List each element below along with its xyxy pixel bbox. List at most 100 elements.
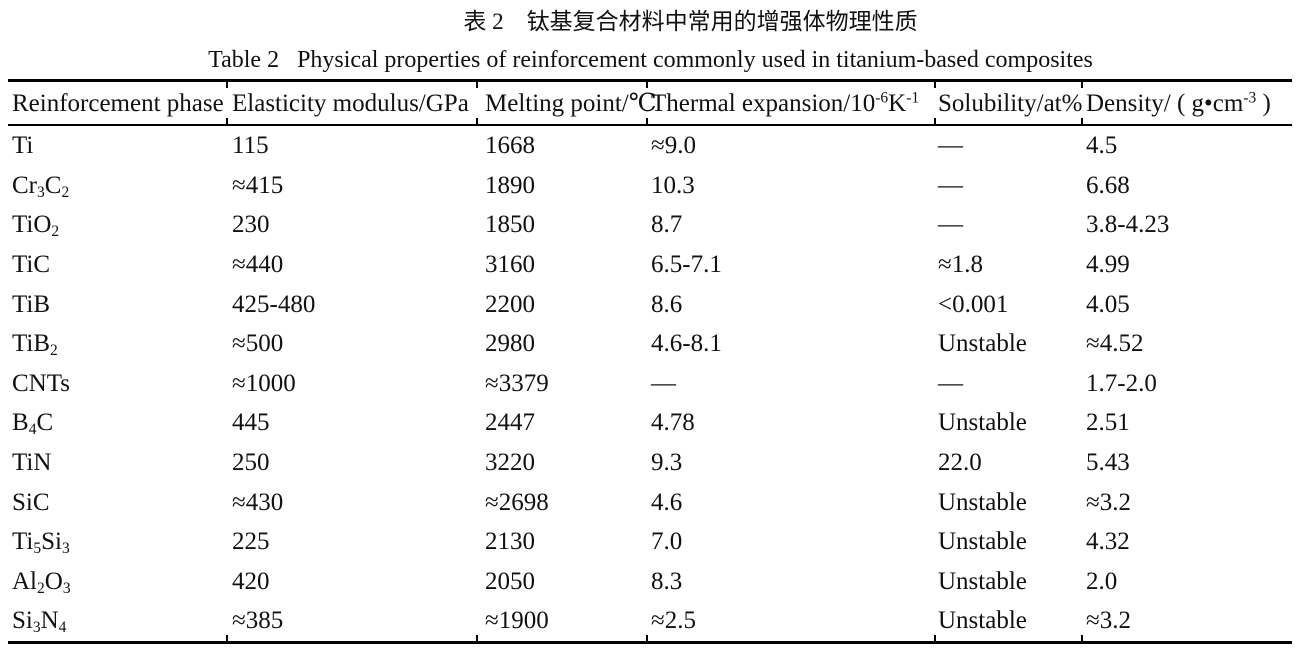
- cell-value: 3.8-4.23: [1086, 211, 1170, 239]
- cell-value: 4.5: [1086, 132, 1118, 160]
- cell-melting-point: ≈2698: [477, 482, 647, 522]
- cell-melting-point: 2200: [477, 284, 647, 324]
- table-row: B4C 445 2447 4.78 Unstable 2.51: [8, 403, 1292, 443]
- cell-elasticity-modulus: 115: [227, 126, 477, 166]
- col-header-melting-point: Melting point/℃: [477, 82, 657, 124]
- cell-value: ≈385: [232, 607, 284, 635]
- cell-phase: B4C: [8, 403, 227, 443]
- table-row: TiB2 ≈500 2980 4.6-8.1 Unstable ≈4.52: [8, 324, 1292, 364]
- cell-thermal-expansion: ≈9.0: [647, 126, 935, 166]
- table-row: SiC ≈430 ≈2698 4.6 Unstable ≈3.2: [8, 482, 1292, 522]
- cell-elasticity-modulus: ≈1000: [227, 364, 477, 404]
- cell-density: 1.7-2.0: [1082, 364, 1292, 404]
- cell-elasticity-modulus: ≈500: [227, 324, 477, 364]
- col-header-label: Thermal expansion/10-6K-1: [651, 88, 920, 117]
- cell-melting-point: 2130: [477, 522, 647, 562]
- cell-value: ≈430: [232, 488, 284, 516]
- cell-value: 4.32: [1086, 528, 1130, 556]
- cell-value: 6.5-7.1: [651, 251, 722, 279]
- cell-phase: TiC: [8, 245, 227, 285]
- cell-value: ≈2698: [485, 488, 549, 516]
- cell-thermal-expansion: 4.6: [647, 482, 935, 522]
- cell-thermal-expansion: 7.0: [647, 522, 935, 562]
- cell-value: 8.6: [651, 290, 683, 318]
- table-row: CNTs ≈1000 ≈3379 — — 1.7-2.0: [8, 364, 1292, 404]
- col-header-solubility: Solubility/at%: [935, 82, 1082, 124]
- cell-value: ≈3.2: [1086, 488, 1131, 516]
- cell-elasticity-modulus: 445: [227, 403, 477, 443]
- cell-phase: Ti5Si3: [8, 522, 227, 562]
- cell-solubility: —: [935, 166, 1082, 206]
- cell-phase: Si3N4: [8, 601, 227, 641]
- cell-value: TiN: [12, 449, 52, 477]
- cell-value: 1850: [485, 211, 535, 239]
- cell-value: ≈500: [232, 330, 284, 358]
- cell-density: 4.32: [1082, 522, 1292, 562]
- cell-value: 2.51: [1086, 409, 1130, 437]
- cell-density: ≈3.2: [1082, 482, 1292, 522]
- column-divider-tick: [934, 634, 936, 641]
- column-divider-tick: [226, 118, 228, 124]
- cell-density: 6.68: [1082, 166, 1292, 206]
- cell-phase: TiB: [8, 284, 227, 324]
- cell-value: 1668: [485, 132, 535, 160]
- cell-value: 4.05: [1086, 290, 1130, 318]
- cell-value: —: [651, 369, 676, 397]
- cell-thermal-expansion: 4.78: [647, 403, 935, 443]
- cell-solubility: Unstable: [935, 324, 1082, 364]
- cell-phase: TiN: [8, 443, 227, 483]
- col-header-label: Density/ ( g•cm-3 ): [1086, 88, 1271, 117]
- cell-value: 2200: [485, 290, 535, 318]
- table-row: TiB 425-480 2200 8.6 <0.001 4.05: [8, 284, 1292, 324]
- col-header-reinforcement-phase: Reinforcement phase: [8, 82, 227, 124]
- cell-value: 8.7: [651, 211, 683, 239]
- cell-thermal-expansion: 6.5-7.1: [647, 245, 935, 285]
- properties-table: Reinforcement phase Elasticity modulus/G…: [8, 79, 1292, 644]
- cell-density: 2.51: [1082, 403, 1292, 443]
- table-row: TiO2 230 1850 8.7 — 3.8-4.23: [8, 205, 1292, 245]
- cell-density: 2.0: [1082, 562, 1292, 602]
- cell-elasticity-modulus: 230: [227, 205, 477, 245]
- cell-phase: CNTs: [8, 364, 227, 404]
- cell-density: ≈4.52: [1082, 324, 1292, 364]
- cell-melting-point: 3160: [477, 245, 647, 285]
- cell-value: 115: [232, 132, 269, 160]
- cell-melting-point: 1890: [477, 166, 647, 206]
- column-divider-tick: [226, 82, 228, 88]
- cell-phase: Cr3C2: [8, 166, 227, 206]
- cell-value: ≈1900: [485, 607, 549, 635]
- col-header-label: Solubility/at%: [938, 89, 1083, 117]
- cell-solubility: Unstable: [935, 403, 1082, 443]
- cell-phase: Al2O3: [8, 562, 227, 602]
- cell-value: 3220: [485, 449, 535, 477]
- cell-value: ≈2.5: [651, 607, 696, 635]
- col-header-elasticity-modulus: Elasticity modulus/GPa: [227, 82, 477, 124]
- cell-value: 4.99: [1086, 251, 1130, 279]
- column-divider-tick: [1081, 634, 1083, 641]
- cell-density: 4.99: [1082, 245, 1292, 285]
- cell-value: 6.68: [1086, 171, 1130, 199]
- col-header-label: Reinforcement phase: [12, 89, 224, 117]
- cell-solubility: Unstable: [935, 601, 1082, 641]
- cell-value: 5.43: [1086, 449, 1130, 477]
- cell-value: Unstable: [938, 330, 1027, 358]
- cell-value: 2050: [485, 567, 535, 595]
- cell-value: 2130: [485, 528, 535, 556]
- cell-value: 8.3: [651, 567, 683, 595]
- cell-value: TiC: [12, 251, 51, 279]
- cell-value: 2.0: [1086, 567, 1118, 595]
- column-divider-tick: [1081, 118, 1083, 124]
- table-row: TiN 250 3220 9.3 22.0 5.43: [8, 443, 1292, 483]
- cell-phase: Ti: [8, 126, 227, 166]
- cell-solubility: —: [935, 364, 1082, 404]
- cell-value: —: [938, 369, 963, 397]
- column-divider-tick: [646, 634, 648, 641]
- cell-value: 4.6-8.1: [651, 330, 722, 358]
- cell-melting-point: 2980: [477, 324, 647, 364]
- cell-phase: TiB2: [8, 324, 227, 364]
- cell-density: 4.05: [1082, 284, 1292, 324]
- cell-solubility: Unstable: [935, 482, 1082, 522]
- cell-solubility: 22.0: [935, 443, 1082, 483]
- column-divider-tick: [646, 118, 648, 124]
